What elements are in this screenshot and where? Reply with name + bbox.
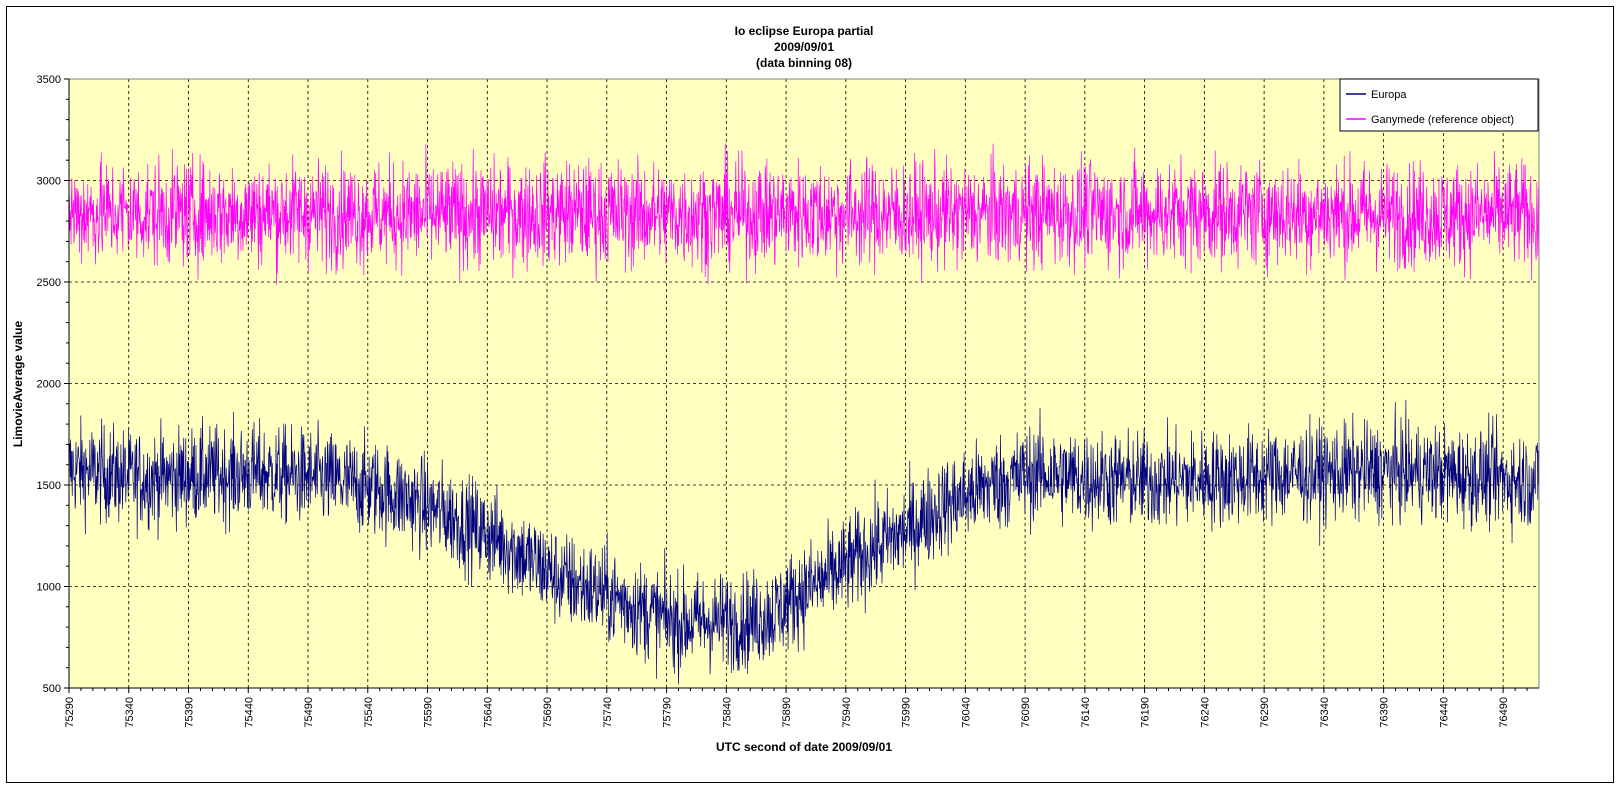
x-axis: 75290 75340 75390 75440 75490 75540 75590 75640… — [64, 687, 1539, 728]
x-tick-label: 76140 — [1080, 697, 1092, 728]
x-tick-label: 75540 — [363, 697, 375, 728]
x-axis-label: UTC second of date 2009/09/01 — [716, 740, 892, 754]
x-tick-label: 75290 — [64, 697, 76, 728]
x-tick-label: 75590 — [423, 697, 435, 728]
series-line-europa — [68, 399, 1540, 685]
x-tick-label: 75490 — [303, 697, 315, 728]
series-layer — [68, 143, 1540, 685]
chart-title-line-1: Io eclipse Europa partial — [735, 24, 874, 38]
x-tick-label: 76290 — [1259, 697, 1271, 728]
x-tick-label: 75740 — [602, 697, 614, 728]
x-tick-label: 76240 — [1199, 697, 1211, 728]
y-tick-label: 1000 — [37, 582, 61, 594]
y-tick-label: 2000 — [37, 379, 61, 391]
x-tick-label: 76090 — [1020, 697, 1032, 728]
legend-label-ganymede: Ganymede (reference object) — [1371, 114, 1514, 126]
y-tick-label: 2500 — [37, 277, 61, 289]
x-tick-label: 75890 — [781, 697, 793, 728]
x-tick-label: 75440 — [243, 697, 255, 728]
y-axis: 500 1000 1500 2000 2500 3000 3500 — [37, 74, 70, 695]
x-tick-label: 76040 — [960, 697, 972, 728]
x-tick-label: 76190 — [1140, 697, 1152, 728]
chart-title-line-2: 2009/09/01 — [774, 40, 834, 54]
y-tick-label: 500 — [43, 683, 61, 695]
x-tick-label: 75790 — [662, 697, 674, 728]
y-tick-label: 3000 — [37, 176, 61, 188]
x-tick-label: 75640 — [482, 697, 494, 728]
y-tick-label: 1500 — [37, 480, 61, 492]
legend-label-europa: Europa — [1371, 89, 1407, 101]
x-tick-label: 76490 — [1498, 697, 1510, 728]
x-tick-label: 75840 — [721, 697, 733, 728]
y-tick-label: 3500 — [37, 74, 61, 86]
x-tick-label: 75990 — [901, 697, 913, 728]
chart-frame: 500 1000 1500 2000 2500 3000 3500 75290 75340 75… — [6, 6, 1614, 783]
y-axis-label: LimovieAverage value — [11, 321, 25, 448]
legend: Europa Ganymede (reference object) — [1339, 78, 1539, 132]
chart-title-line-3: (data binning 08) — [756, 56, 852, 70]
x-tick-label: 75690 — [542, 697, 554, 728]
x-tick-label: 75940 — [841, 697, 853, 728]
legend-box — [1339, 78, 1539, 132]
series-line-ganymede — [68, 143, 1540, 285]
x-tick-label: 76390 — [1379, 697, 1391, 728]
x-tick-label: 75390 — [184, 697, 196, 728]
x-tick-label: 76440 — [1438, 697, 1450, 728]
x-tick-label: 75340 — [124, 697, 136, 728]
x-tick-label: 76340 — [1319, 697, 1331, 728]
